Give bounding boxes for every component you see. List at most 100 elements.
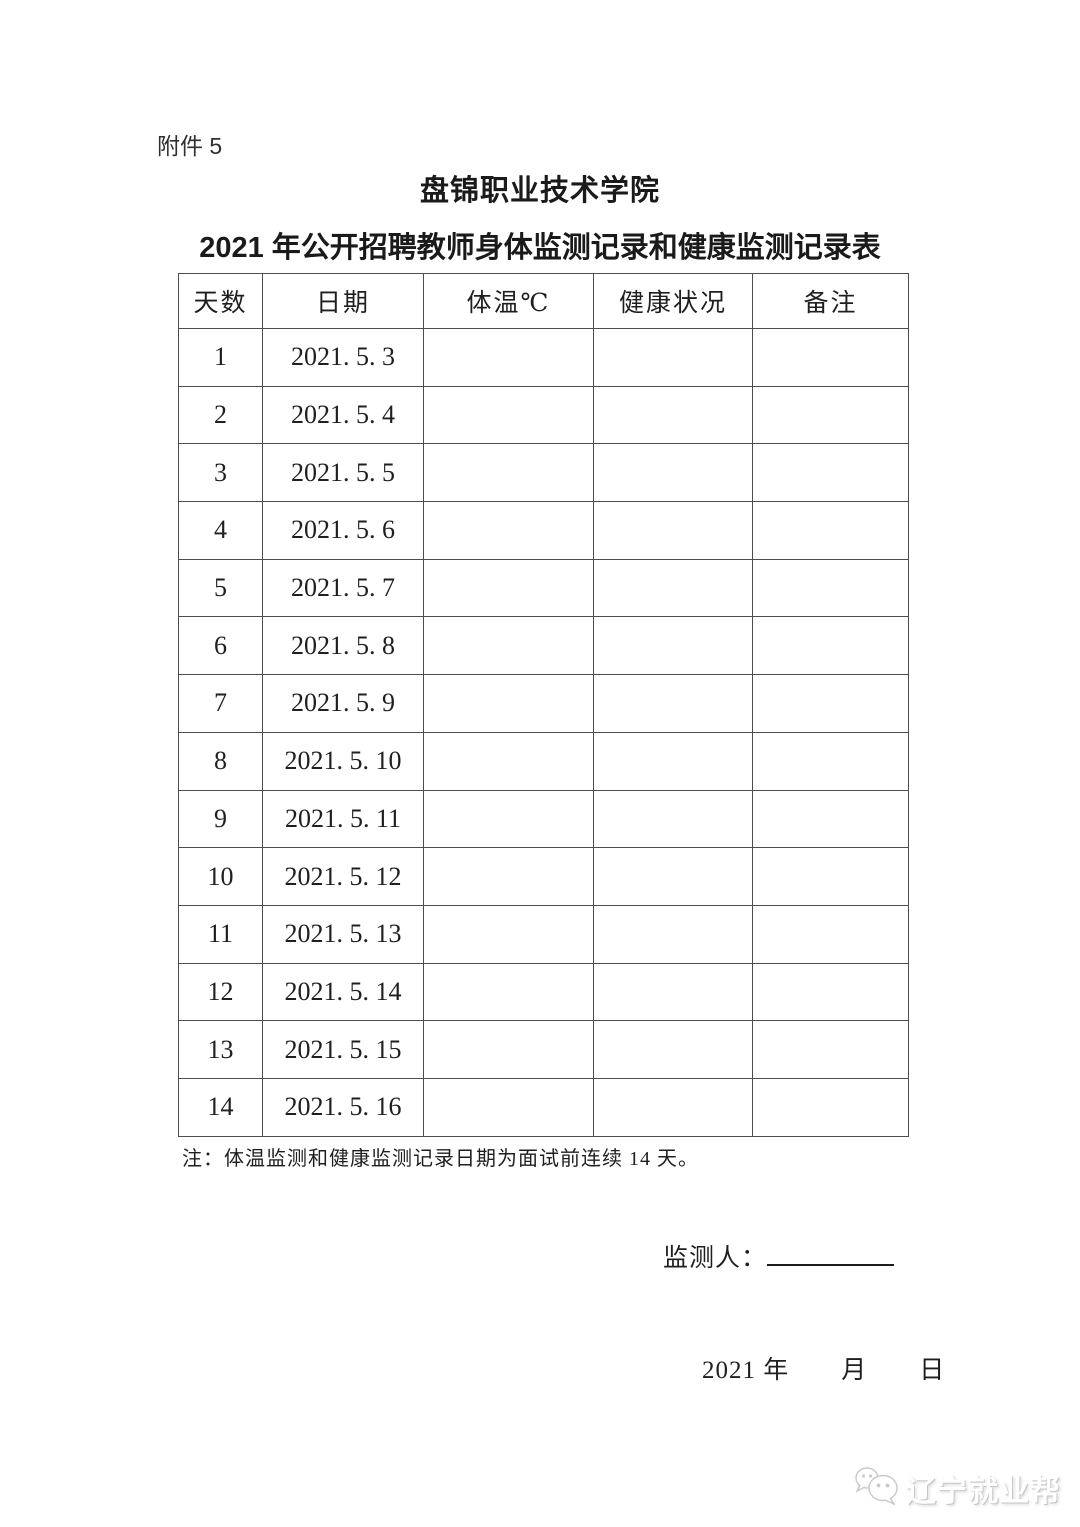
health-cell (593, 616, 753, 676)
health-cell (593, 847, 753, 906)
remark-cell (752, 616, 909, 676)
health-cell (593, 674, 753, 733)
temperature-cell (423, 731, 594, 791)
health-cell (593, 385, 753, 445)
document-dateline: 2021 年 月 日 (702, 1357, 946, 1384)
day-cell: 10 (178, 847, 263, 906)
temperature-cell (423, 443, 594, 503)
date-cell: 2021. 5. 8 (262, 616, 424, 676)
temperature-cell (423, 1020, 594, 1079)
health-cell (593, 443, 753, 503)
date-cell: 2021. 5. 16 (262, 1077, 424, 1137)
column-header-day: 天数 (178, 273, 263, 329)
day-cell: 6 (178, 616, 263, 676)
day-cell: 14 (178, 1077, 263, 1137)
watermark: 辽宁就业帮 (854, 1464, 1061, 1511)
date-cell: 2021. 5. 9 (262, 674, 424, 733)
temperature-cell (423, 385, 594, 445)
day-cell: 3 (178, 443, 263, 503)
day-cell: 12 (178, 962, 263, 1022)
table-row: 14 2021. 5. 16 (178, 1077, 909, 1137)
health-cell (593, 962, 753, 1022)
remark-cell (752, 385, 909, 445)
monitor-signature-line: 监测人： (663, 1238, 895, 1274)
table-row: 13 2021. 5. 15 (178, 1020, 909, 1079)
remark-cell (752, 904, 909, 964)
temperature-cell (423, 501, 594, 560)
day-cell: 5 (178, 558, 263, 618)
table-row: 6 2021. 5. 8 (178, 616, 909, 676)
table-body: 1 2021. 5. 3 2 2021. 5. 4 3 2021. 5. 5 4 2021. … (178, 328, 909, 1137)
column-header-health: 健康状况 (593, 273, 753, 329)
day-cell: 13 (178, 1020, 263, 1079)
remark-cell (752, 789, 909, 849)
day-cell: 2 (178, 385, 263, 445)
table-row: 12 2021. 5. 14 (178, 962, 909, 1022)
health-cell (593, 1020, 753, 1079)
day-cell: 4 (178, 501, 263, 560)
date-cell: 2021. 5. 3 (262, 328, 424, 387)
day-cell: 9 (178, 789, 263, 849)
temperature-cell (423, 789, 594, 849)
date-cell: 2021. 5. 7 (262, 558, 424, 618)
column-header-temperature: 体温℃ (423, 273, 594, 329)
date-cell: 2021. 5. 6 (262, 501, 424, 560)
date-cell: 2021. 5. 11 (262, 789, 424, 849)
monitoring-table: 天数 日期 体温℃ 健康状况 备注 1 2021. 5. 3 2 2021. 5. 4 3 202… (178, 273, 909, 1137)
temperature-cell (423, 962, 594, 1022)
table-row: 3 2021. 5. 5 (178, 443, 909, 503)
table-row: 11 2021. 5. 13 (178, 904, 909, 964)
remark-cell (752, 847, 909, 906)
temperature-cell (423, 328, 594, 387)
table-footnote: 注：体温监测和健康监测记录日期为面试前连续 14 天。 (182, 1148, 699, 1170)
monitor-label: 监测人： (663, 1245, 768, 1272)
health-cell (593, 1077, 753, 1137)
date-cell: 2021. 5. 14 (262, 962, 424, 1022)
remark-cell (752, 328, 909, 387)
date-cell: 2021. 5. 10 (262, 731, 424, 791)
table-row: 8 2021. 5. 10 (178, 731, 909, 791)
health-cell (593, 328, 753, 387)
health-cell (593, 558, 753, 618)
health-cell (593, 904, 753, 964)
date-cell: 2021. 5. 4 (262, 385, 424, 445)
attachment-label: 附件 5 (157, 133, 223, 159)
temperature-cell (423, 904, 594, 964)
wechat-icon (854, 1464, 900, 1511)
day-cell: 11 (178, 904, 263, 964)
column-header-remark: 备注 (752, 273, 909, 329)
table-row: 4 2021. 5. 6 (178, 501, 909, 560)
day-cell: 7 (178, 674, 263, 733)
remark-cell (752, 962, 909, 1022)
table-row: 7 2021. 5. 9 (178, 674, 909, 733)
remark-cell (752, 731, 909, 791)
temperature-cell (423, 558, 594, 618)
date-cell: 2021. 5. 12 (262, 847, 424, 906)
day-cell: 1 (178, 328, 263, 387)
remark-cell (752, 674, 909, 733)
signature-blank-line (767, 1242, 895, 1266)
remark-cell (752, 1020, 909, 1079)
date-cell: 2021. 5. 15 (262, 1020, 424, 1079)
remark-cell (752, 1077, 909, 1137)
health-cell (593, 789, 753, 849)
table-header-row: 天数 日期 体温℃ 健康状况 备注 (178, 273, 909, 329)
table-row: 9 2021. 5. 11 (178, 789, 909, 849)
temperature-cell (423, 674, 594, 733)
temperature-cell (423, 616, 594, 676)
remark-cell (752, 501, 909, 560)
remark-cell (752, 558, 909, 618)
table-row: 10 2021. 5. 12 (178, 847, 909, 906)
table-row: 2 2021. 5. 4 (178, 385, 909, 445)
date-cell: 2021. 5. 5 (262, 443, 424, 503)
document-subtitle: 2021 年公开招聘教师身体监测记录和健康监测记录表 (199, 232, 881, 264)
watermark-text: 辽宁就业帮 (906, 1474, 1061, 1508)
date-cell: 2021. 5. 13 (262, 904, 424, 964)
temperature-cell (423, 847, 594, 906)
column-header-date: 日期 (262, 273, 424, 329)
document-title: 盘锦职业技术学院 (419, 175, 660, 207)
health-cell (593, 501, 753, 560)
day-cell: 8 (178, 731, 263, 791)
health-cell (593, 731, 753, 791)
